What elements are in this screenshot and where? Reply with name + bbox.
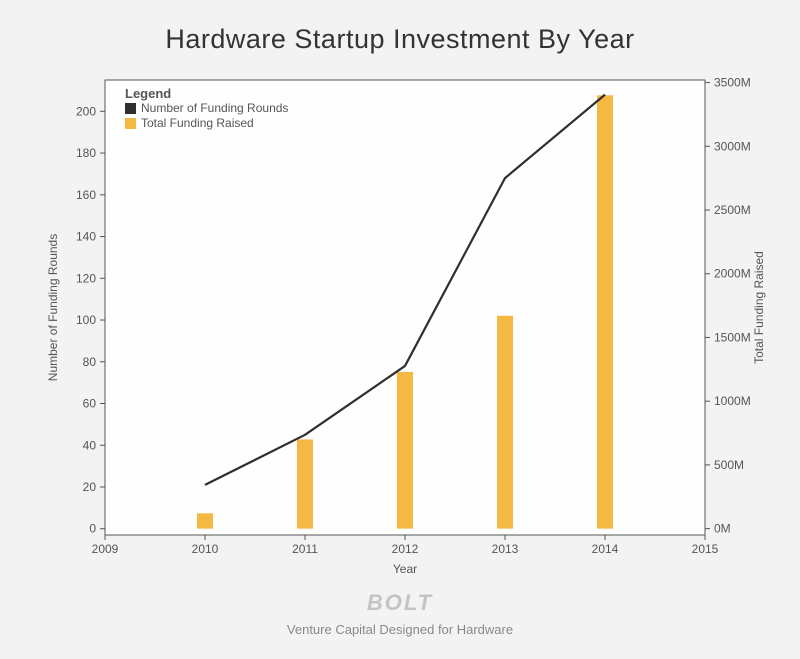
x-axis-label: Year bbox=[393, 562, 417, 576]
y-right-axis-label: Total Funding Raised bbox=[752, 251, 766, 364]
bar bbox=[397, 372, 413, 529]
bar bbox=[197, 513, 213, 528]
y-left-tick-label: 140 bbox=[76, 230, 96, 244]
y-left-tick-label: 180 bbox=[76, 146, 96, 160]
legend-swatch bbox=[125, 103, 136, 114]
y-left-tick-label: 120 bbox=[76, 271, 96, 285]
x-tick-label: 2013 bbox=[492, 542, 519, 556]
x-tick-label: 2012 bbox=[392, 542, 419, 556]
chart-svg: 2009 2010 2011 2012 2013 2014 2015 Year 0 20 40 60 8… bbox=[30, 70, 780, 590]
y-left-tick-label: 80 bbox=[83, 355, 97, 369]
x-tick-label: 2010 bbox=[192, 542, 219, 556]
bar bbox=[497, 316, 513, 529]
chart-container: 2009201020112012201320142015Year02040608… bbox=[105, 80, 705, 535]
y-left-tick-label: 200 bbox=[76, 104, 96, 118]
y-right-tick-label: 500M bbox=[714, 458, 744, 472]
x-tick-label: 2014 bbox=[592, 542, 619, 556]
y-left-axis-label: Number of Funding Rounds bbox=[46, 234, 60, 381]
x-tick-label: 2009 bbox=[92, 542, 119, 556]
y-left-tick-label: 60 bbox=[83, 397, 97, 411]
y-right-tick-label: 2000M bbox=[714, 267, 751, 281]
bar bbox=[297, 439, 313, 528]
brand-logo: BOLT bbox=[0, 590, 800, 616]
y-left-tick-label: 100 bbox=[76, 313, 96, 327]
chart-title: Hardware Startup Investment By Year bbox=[0, 0, 800, 55]
legend-item-label: Number of Funding Rounds bbox=[141, 101, 288, 115]
y-left-tick-label: 40 bbox=[83, 438, 97, 452]
y-left-tick-label: 0 bbox=[89, 522, 96, 536]
footer: BOLT Venture Capital Designed for Hardwa… bbox=[0, 590, 800, 637]
bar bbox=[597, 95, 613, 528]
y-right-tick-label: 2500M bbox=[714, 203, 751, 217]
y-left-tick-label: 20 bbox=[83, 480, 97, 494]
y-right-tick-label: 0M bbox=[714, 522, 731, 536]
brand-tagline: Venture Capital Designed for Hardware bbox=[0, 622, 800, 637]
legend-item-label: Total Funding Raised bbox=[141, 116, 254, 130]
y-right-tick-label: 3000M bbox=[714, 139, 751, 153]
y-right-tick-label: 1500M bbox=[714, 330, 751, 344]
y-left-tick-label: 160 bbox=[76, 188, 96, 202]
x-tick-label: 2015 bbox=[692, 542, 719, 556]
y-right-tick-label: 1000M bbox=[714, 394, 751, 408]
x-tick-label: 2011 bbox=[292, 542, 318, 556]
y-right-tick-label: 3500M bbox=[714, 76, 751, 90]
legend-title: Legend bbox=[125, 86, 171, 101]
legend-swatch bbox=[125, 118, 136, 129]
